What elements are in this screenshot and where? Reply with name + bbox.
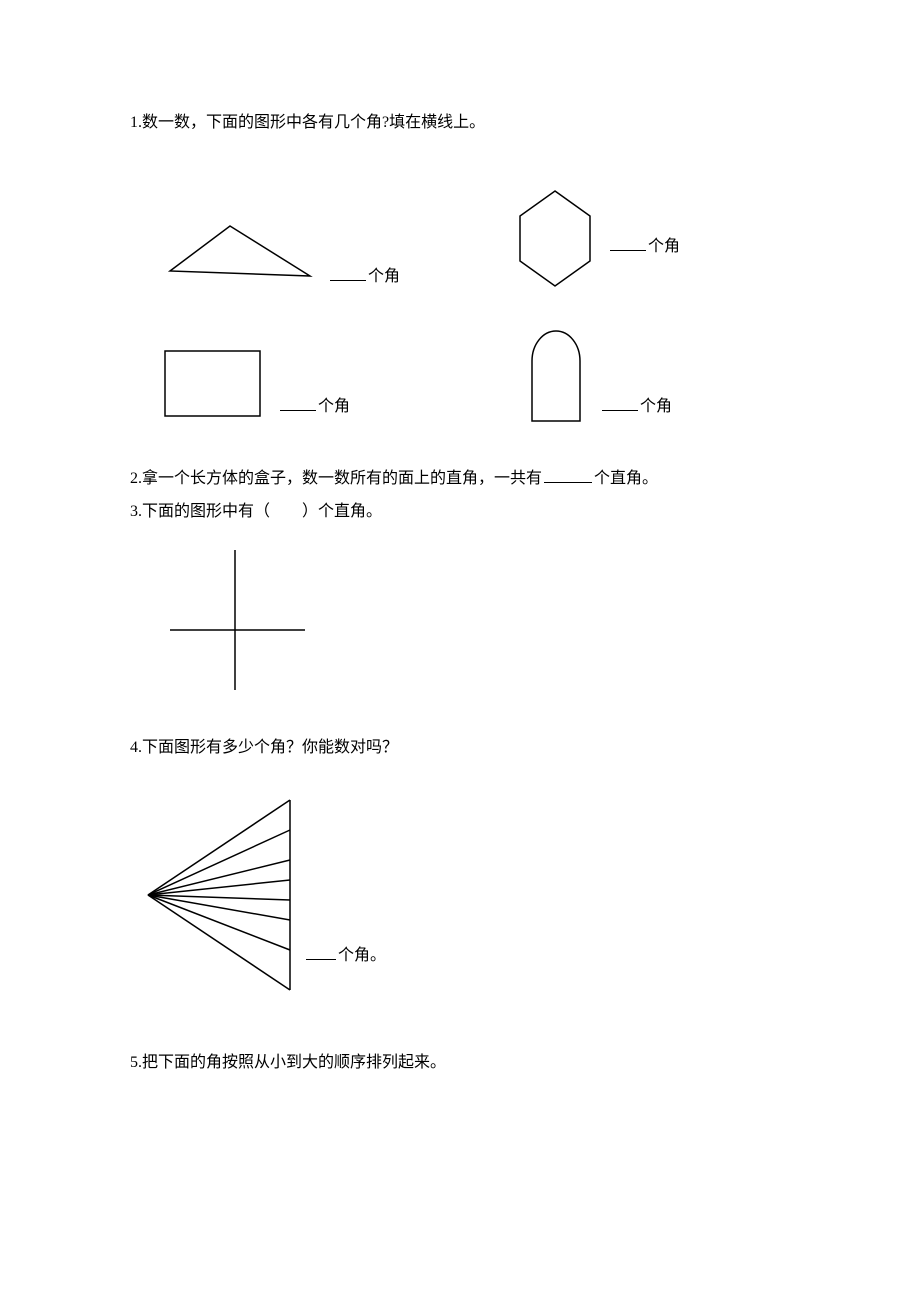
q2-text: 2.拿一个长方体的盒子，数一数所有的面上的直角，一共有个直角。	[130, 466, 800, 492]
q3-text: 3.下面的图形中有（ ）个直角。	[130, 499, 800, 525]
worksheet-page: 1.数一数，下面的图形中各有几个角?填在横线上。 个角 个角 个角 个	[0, 0, 920, 1302]
q1-triangle-cell: 个角	[160, 216, 400, 296]
q1-row2: 个角 个角	[130, 326, 800, 426]
q2-blank[interactable]	[544, 466, 592, 483]
hexagon-shape	[510, 186, 600, 296]
q1-text: 1.数一数，下面的图形中各有几个角?填在横线上。	[130, 110, 800, 136]
triangle-shape	[160, 216, 320, 296]
q1-hexagon-cell: 个角	[510, 186, 680, 296]
q5-text: 5.把下面的角按照从小到大的顺序排列起来。	[130, 1050, 800, 1076]
q1-arch-cell: 个角	[520, 326, 672, 426]
q1-triangle-blank[interactable]: 个角	[328, 262, 400, 296]
rectangle-shape	[160, 346, 270, 426]
fan-shape	[140, 790, 300, 1000]
q3-figure	[150, 540, 800, 700]
q1-row1: 个角 个角	[130, 186, 800, 296]
q4-figure: 个角。	[140, 790, 800, 1000]
q1-rectangle-cell: 个角	[160, 346, 350, 426]
cross-shape	[150, 540, 320, 700]
q1-rectangle-blank[interactable]: 个角	[278, 392, 350, 426]
q1-arch-blank[interactable]: 个角	[600, 392, 672, 426]
q4-text: 4.下面图形有多少个角？你能数对吗？	[130, 735, 800, 761]
arch-shape	[520, 326, 592, 426]
q4-blank[interactable]: 个角。	[304, 941, 386, 1000]
q1-hexagon-blank[interactable]: 个角	[608, 232, 680, 296]
